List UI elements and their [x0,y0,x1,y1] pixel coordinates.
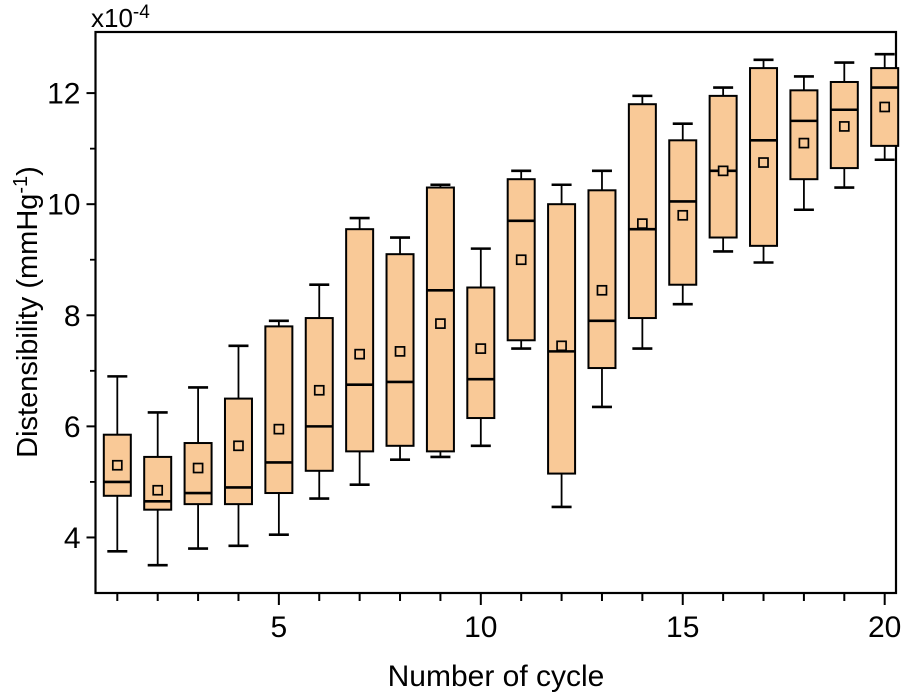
y-axis-scale-label: x10-4 [91,2,150,33]
box-plot-cycle-8 [385,236,415,461]
box-plot-cycle-10 [466,247,496,448]
mean-marker [717,165,729,177]
mean-marker [152,484,164,496]
mean-marker [394,346,406,357]
y-tick-label: 12 [47,78,80,111]
box-plot-cycle-6 [304,283,334,500]
x-tick-label: 5 [271,611,288,644]
mean-marker [596,284,608,296]
iqr-box [547,203,577,475]
mean-marker [677,209,689,221]
box-plot-cycle-1 [102,375,132,553]
mean-marker [354,348,365,360]
iqr-box [627,103,657,320]
y-axis-scale-exponent: -4 [133,2,150,23]
mean-marker [838,121,850,132]
iqr-box [749,67,779,247]
box-plot-cycle-2 [143,411,173,567]
mean-marker [273,423,285,435]
mean-marker [758,157,769,168]
y-axis-title: Distensibility (mmHg-1) [10,166,44,458]
mean-marker [637,218,648,229]
mean-marker [515,254,527,266]
iqr-box [345,228,375,453]
y-axis-title-main: Distensibility (mmHg [12,194,44,458]
mean-marker [879,101,891,113]
x-tick-label: 10 [464,611,497,644]
iqr-box [870,67,900,147]
mean-marker [233,440,244,452]
box-plot-cycle-12 [547,183,577,509]
box-plot-cycle-17 [749,58,779,264]
box-plot-cycle-14 [627,94,657,350]
y-tick-label: 10 [47,189,80,222]
y-axis-title-close: ) [12,166,44,176]
box-plot-cycle-13 [587,169,617,409]
mean-marker [435,318,446,329]
box-plot-cycle-4 [223,344,253,548]
box-plot-cycle-9 [425,183,455,459]
mean-marker [798,137,810,149]
mean-marker [111,459,123,471]
x-axis-title: Number of cycle [388,660,605,693]
box-plot-cycle-7 [345,216,375,486]
box-plot-cycle-11 [506,169,536,350]
mean-marker [475,343,487,354]
plot-area: 4 6 8 10 12 5 10 15 20 [47,30,901,644]
box-plot-cycle-20 [870,52,900,162]
y-axis-title-superscript: -1 [10,176,32,194]
iqr-box [183,442,213,506]
plot-frame [94,30,898,595]
mean-marker [313,384,325,396]
y-axis-scale-base: x10 [91,3,133,33]
y-tick-label: 8 [64,300,81,333]
box-plot-cycle-5 [264,319,294,536]
iqr-box [264,325,294,495]
iqr-box [466,286,496,420]
box-plot-cycle-19 [829,61,859,189]
iqr-box [587,189,617,370]
mean-marker [192,462,204,474]
box-plot-cycle-16 [708,86,738,253]
mean-marker [556,340,567,352]
box-plot-cycle-18 [789,75,819,212]
x-tick-label: 20 [868,611,901,644]
iqr-box [789,89,819,181]
y-tick-label: 6 [64,411,81,444]
x-tick-label: 15 [666,611,699,644]
y-tick-label: 4 [64,522,81,555]
box-plot-cycle-3 [183,386,213,550]
box-plot-cycle-15 [668,122,698,306]
